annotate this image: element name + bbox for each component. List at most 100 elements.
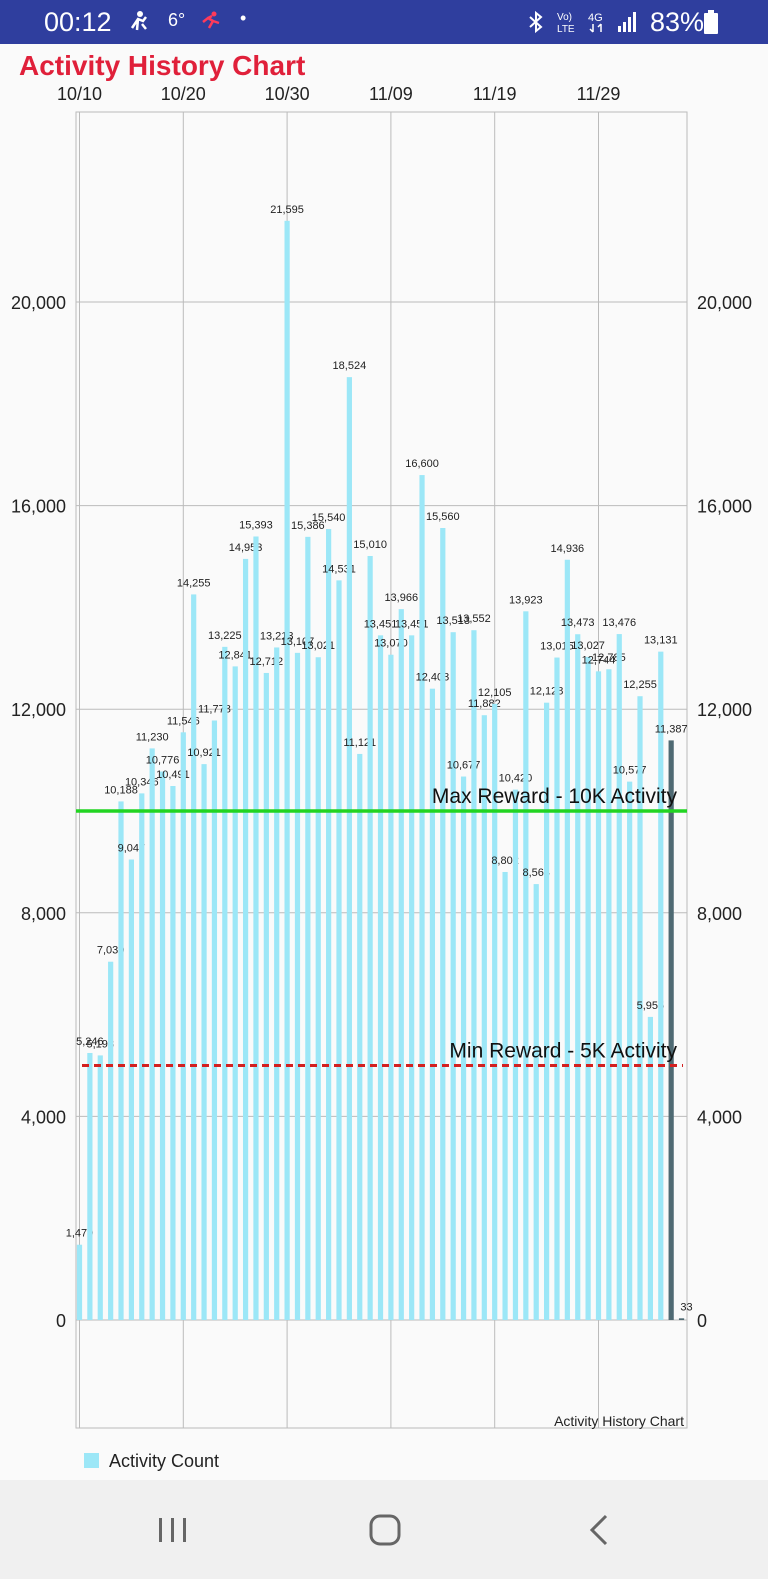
- bar: [170, 786, 176, 1320]
- activity-icon: [202, 11, 220, 29]
- nav-bar: [0, 1480, 768, 1579]
- x-tick-label: 10/20: [161, 84, 206, 104]
- bar: [595, 671, 602, 1320]
- notification-dot: •: [240, 8, 247, 28]
- bar: [326, 529, 332, 1320]
- bar-value-label: 5,198: [86, 1038, 114, 1050]
- bar: [564, 559, 570, 1320]
- y-tick-label-left: 4,000: [21, 1107, 66, 1127]
- bar-value-label: 13,225: [208, 630, 242, 642]
- bar-value-label: 13,131: [644, 635, 678, 647]
- bar: [481, 715, 487, 1320]
- bar-value-label: 13,923: [509, 594, 543, 606]
- reference-line-label: Min Reward - 5K Activity: [449, 1040, 677, 1063]
- bar: [346, 377, 352, 1320]
- volte-icon: Vo) LTE: [557, 12, 575, 34]
- bar: [336, 580, 342, 1320]
- person-icon: [130, 11, 147, 31]
- bar: [585, 656, 591, 1320]
- bar: [450, 632, 456, 1320]
- bar-value-label: 10,776: [146, 755, 180, 767]
- bar: [471, 630, 477, 1320]
- bar: [523, 611, 529, 1320]
- x-tick-label: 10/30: [265, 84, 310, 104]
- 4g-icon: 4G: [588, 12, 603, 33]
- bar: [606, 669, 612, 1320]
- bar-value-label: 33: [680, 1301, 692, 1313]
- bar: [108, 961, 114, 1320]
- status-battery-level: 83%: [650, 7, 705, 37]
- reference-line-label: Max Reward - 10K Activity: [432, 785, 678, 808]
- y-tick-label-left: 16,000: [11, 497, 66, 517]
- bar-value-label: 13,552: [457, 613, 491, 625]
- bar: [647, 1016, 653, 1320]
- bar: [128, 859, 134, 1320]
- bar: [201, 764, 207, 1320]
- bar: [284, 220, 290, 1321]
- bar: [512, 789, 519, 1320]
- x-tick-label: 10/10: [57, 84, 102, 104]
- y-tick-label-left: 0: [56, 1311, 66, 1331]
- signal-icon: [618, 12, 636, 32]
- y-tick-label-right: 4,000: [697, 1107, 742, 1127]
- y-tick-label-left: 12,000: [11, 700, 66, 720]
- bar-value-label: 15,540: [312, 512, 346, 524]
- bar: [554, 657, 560, 1320]
- x-tick-label: 11/29: [577, 84, 621, 104]
- bar-value-label: 9,047: [118, 843, 146, 855]
- y-tick-label-left: 8,000: [21, 904, 66, 924]
- legend-label: Activity Count: [109, 1451, 219, 1471]
- bar: [149, 748, 155, 1320]
- bar: [97, 1055, 103, 1320]
- svg-text:LTE: LTE: [557, 24, 575, 34]
- activity-chart: 0 0 4,000 4,000 8,000 8,000 12,000 12,000 16,000…: [11, 84, 752, 1471]
- back-icon[interactable]: [576, 1508, 626, 1552]
- bar: [544, 702, 550, 1320]
- y-tick-label-right: 16,000: [697, 497, 752, 517]
- bar-value-label: 5,246: [76, 1036, 104, 1048]
- bar-value-label: 15,010: [353, 539, 387, 551]
- bar: [367, 555, 373, 1320]
- y-tick-label-right: 20,000: [697, 293, 752, 313]
- bar-value-label: 11,387: [655, 723, 688, 735]
- bar: [253, 536, 259, 1320]
- bar-value-label: 7,039: [97, 945, 125, 957]
- bar-value-label: 14,255: [177, 577, 211, 589]
- bluetooth-icon: [529, 10, 543, 34]
- bar: [398, 609, 404, 1320]
- bar: [263, 672, 269, 1320]
- bar-value-label: 13,513: [436, 615, 470, 627]
- y-tick-label-right: 8,000: [697, 904, 742, 924]
- bar: [377, 635, 384, 1320]
- legend-swatch: [84, 1453, 99, 1468]
- bar: [492, 703, 498, 1320]
- x-tick-label: 11/19: [473, 84, 517, 104]
- bar: [305, 536, 311, 1320]
- status-temperature: 6°: [168, 10, 186, 30]
- bar-value-label: 8,564: [522, 867, 550, 879]
- bar: [460, 776, 467, 1320]
- y-tick-label-right: 0: [697, 1311, 707, 1331]
- bar-value-label: 12,255: [623, 679, 657, 691]
- bar: [294, 652, 301, 1320]
- y-tick-label-right: 12,000: [697, 700, 752, 720]
- chart-watermark: Activity History Chart: [554, 1413, 684, 1429]
- bar: [502, 871, 508, 1320]
- home-icon[interactable]: [360, 1508, 410, 1552]
- bar: [232, 666, 238, 1320]
- bar-value-label: 13,966: [384, 592, 418, 604]
- bar: [159, 771, 166, 1320]
- app-title: Activity History Chart: [19, 50, 306, 81]
- y-tick-label-left: 20,000: [11, 293, 66, 313]
- bar-value-label: 5,955: [637, 1000, 665, 1012]
- x-tick-label: 11/09: [369, 84, 413, 104]
- recents-icon[interactable]: [148, 1508, 198, 1552]
- bar-value-label: 13,473: [561, 617, 595, 629]
- bar: [668, 740, 674, 1320]
- bar: [315, 657, 321, 1320]
- bar: [87, 1052, 93, 1320]
- bar: [637, 696, 643, 1320]
- bar-value-label: 15,560: [426, 511, 460, 523]
- bar-value-label: 13,027: [571, 640, 605, 652]
- bar-value-label: 1,479: [66, 1228, 94, 1240]
